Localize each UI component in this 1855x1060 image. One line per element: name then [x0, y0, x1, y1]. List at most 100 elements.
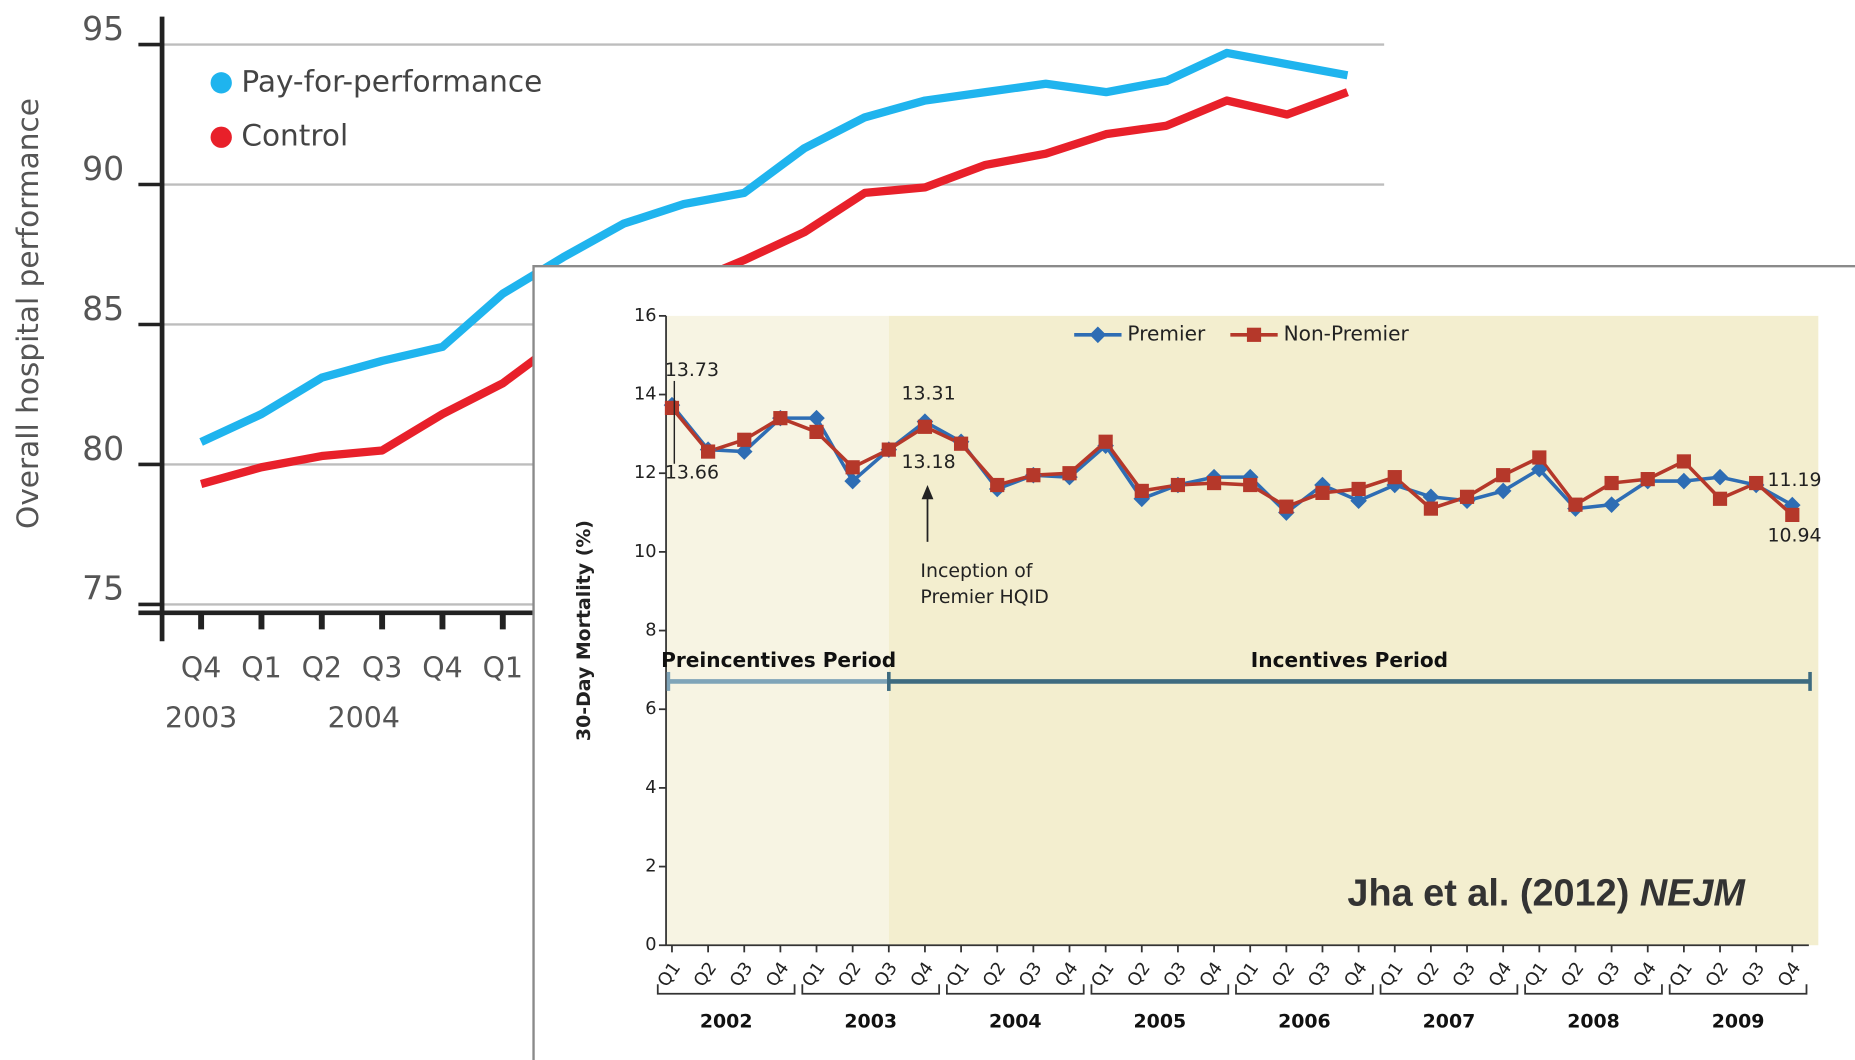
annotation: Inception of [920, 560, 1033, 582]
data-point [1712, 491, 1728, 506]
pre-period-shade [666, 315, 889, 946]
year-bracket [945, 984, 1085, 995]
data-point [1459, 489, 1475, 504]
data-point [1494, 482, 1512, 500]
data-point [1279, 499, 1294, 514]
y-tick-label: 8 [645, 621, 656, 641]
data-point [1134, 483, 1149, 499]
year-label: 2009 [1712, 1011, 1765, 1033]
data-point [1351, 481, 1366, 497]
data-label: 13.31 [901, 382, 955, 404]
y-tick-label: 16 [634, 306, 657, 326]
legend-label: Control [241, 119, 348, 153]
y-tick-label: 2 [645, 857, 656, 877]
legend-marker [1089, 326, 1107, 344]
year-label: 2007 [1423, 1011, 1476, 1033]
data-point [1784, 496, 1801, 514]
year-label: 2003 [844, 1011, 897, 1033]
data-point [990, 477, 1005, 493]
y-tick-label: 80 [82, 429, 124, 468]
x-tick-label: Q1 [483, 652, 523, 685]
data-label: 13.66 [665, 462, 719, 484]
year-bracket [1235, 984, 1374, 995]
year-label: 2003 [165, 701, 237, 734]
y-tick-label: 95 [82, 9, 124, 48]
year-bracket [1379, 984, 1519, 995]
data-point [1350, 492, 1367, 510]
data-point [737, 432, 752, 447]
data-point [953, 436, 969, 451]
data-point [1062, 466, 1077, 481]
legend-label: Non-Premier [1284, 321, 1410, 345]
data-point [1640, 472, 1655, 487]
data-point [1532, 450, 1547, 465]
y-tick-label: 0 [645, 935, 656, 955]
y-tick-label: 14 [634, 385, 657, 405]
data-point [664, 400, 680, 416]
data-point [845, 460, 860, 475]
data-point [881, 442, 896, 457]
data-point [1675, 472, 1693, 490]
period-label: Preincentives Period [661, 648, 896, 672]
data-point [701, 444, 716, 459]
data-point [1098, 434, 1113, 449]
data-point [1387, 470, 1402, 485]
data-label: 10.94 [1767, 524, 1821, 546]
y-axis-title: Overall hospital performance [11, 98, 45, 529]
y-axis-title: 30-Day Mortality (%) [573, 520, 595, 741]
data-point [808, 409, 825, 427]
data-point [1676, 454, 1691, 469]
citation-journal: NEJM [1640, 873, 1747, 915]
series-line [200, 88, 1349, 489]
y-tick-label: 4 [645, 778, 656, 798]
data-point [1604, 475, 1619, 491]
data-point [1423, 501, 1438, 516]
year-bracket [1090, 984, 1230, 995]
arrow-head [921, 485, 934, 500]
x-tick-label: Q4 [422, 652, 462, 685]
data-point [1785, 507, 1800, 523]
x-tick-label: Q3 [362, 652, 402, 685]
data-point [1568, 497, 1583, 512]
data-point [844, 472, 861, 490]
data-label: 11.19 [1767, 469, 1821, 491]
data-point [1531, 460, 1548, 478]
y-tick-label: 75 [82, 569, 124, 608]
series-line [199, 48, 1349, 446]
y-tick-label: 85 [82, 289, 124, 328]
y-tick-label: 6 [645, 699, 656, 719]
data-point [1496, 468, 1511, 483]
annotation: Premier HQID [920, 586, 1048, 608]
data-point [809, 424, 824, 440]
period-label: Incentives Period [1251, 648, 1448, 672]
x-tick-label: Q2 [302, 652, 342, 685]
year-bracket [1668, 984, 1808, 995]
data-point [1422, 488, 1440, 506]
legend-marker [210, 72, 232, 94]
data-point [1026, 468, 1041, 483]
legend-marker [1246, 327, 1262, 342]
data-point [1170, 477, 1186, 493]
year-bracket [656, 984, 796, 995]
year-label: 2005 [1134, 1011, 1187, 1033]
data-point [1711, 468, 1729, 486]
data-label: 13.18 [901, 451, 955, 473]
data-point [1749, 475, 1764, 491]
year-label: 2004 [989, 1011, 1042, 1033]
data-point [735, 443, 753, 460]
data-point [1206, 475, 1222, 491]
period-shade [888, 315, 1819, 946]
data-label: 13.73 [665, 359, 719, 381]
citation: Jha et al. (2012) NEJM [1347, 873, 1746, 915]
data-point [1315, 485, 1330, 500]
year-label: 2008 [1567, 1011, 1620, 1033]
legend-label: Premier [1127, 321, 1206, 345]
y-tick-label: 12 [634, 463, 657, 483]
year-label: 2004 [328, 701, 400, 734]
x-tick-label: Q1 [241, 652, 281, 685]
year-bracket [801, 984, 941, 995]
x-tick-label: Q4 [181, 652, 221, 685]
year-label: 2002 [700, 1011, 753, 1033]
